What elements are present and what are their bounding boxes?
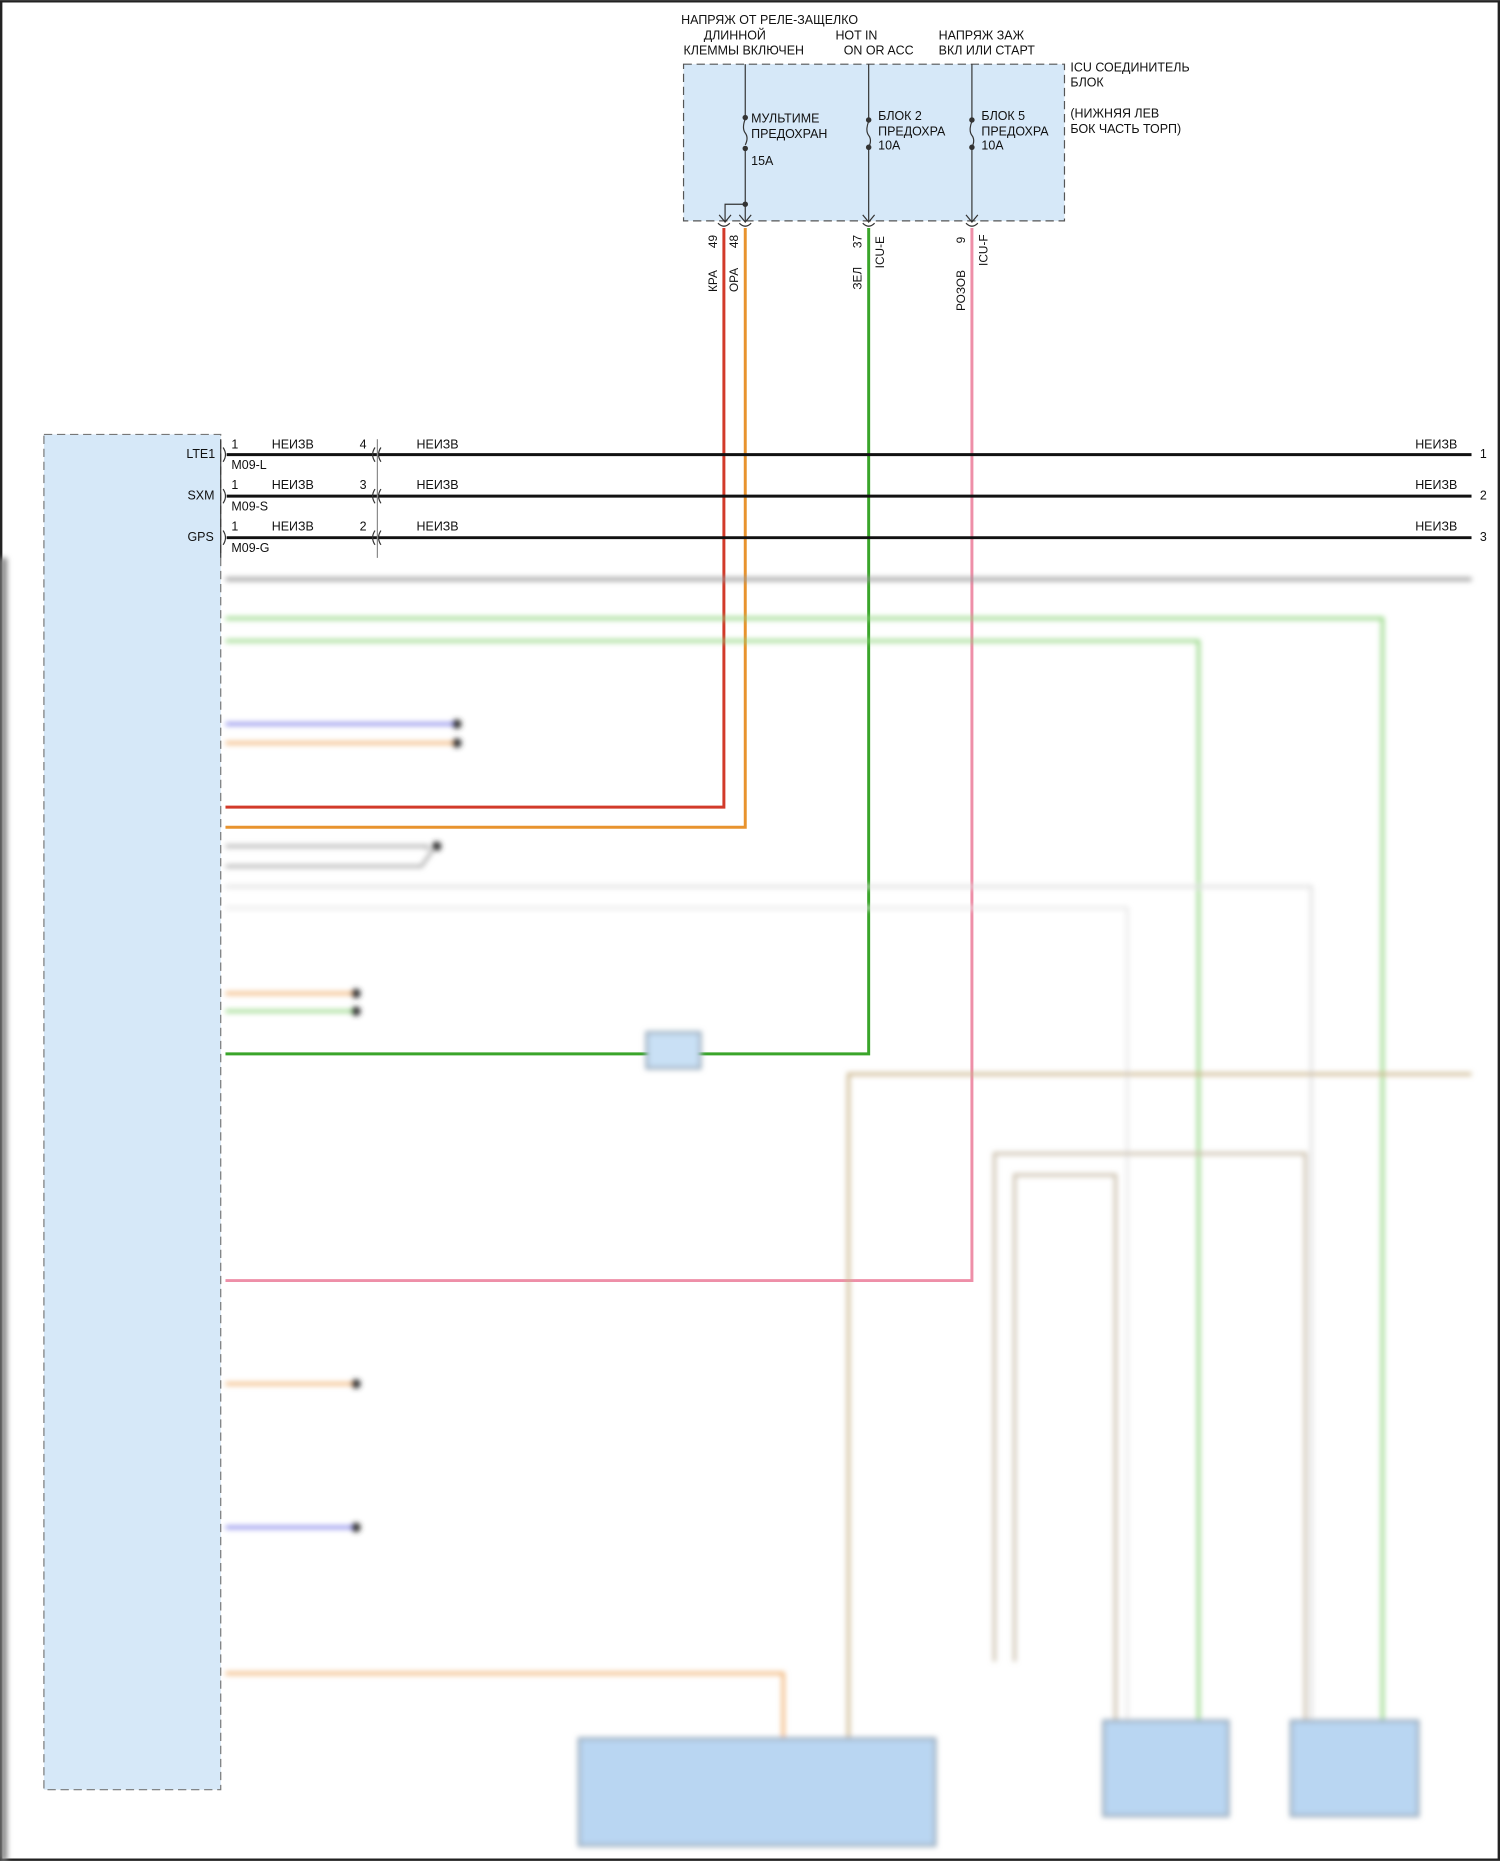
icu-title: ICU СОЕДИНИТЕЛЬ xyxy=(1070,60,1189,74)
wire-color: КРА xyxy=(706,270,720,292)
fuse-label: ПРЕДОХРА xyxy=(878,124,946,138)
pin-number: 3 xyxy=(360,478,367,492)
pin-number: 1 xyxy=(231,438,238,452)
connector-id: ICU-E xyxy=(873,236,887,268)
connector-id: M09-G xyxy=(231,541,269,555)
supply-label: КЛЕММЫ ВКЛЮЧЕН xyxy=(684,44,804,58)
pin-number: 2 xyxy=(360,520,367,534)
supply-label: НАПРЯЖ ОТ РЕЛЕ-ЗАЩЕЛКО xyxy=(681,13,858,27)
fuse-label: БЛОК 2 xyxy=(878,109,922,123)
wire-red xyxy=(225,227,726,809)
fuse-rating: 15A xyxy=(751,154,774,168)
wire-green xyxy=(225,227,871,1056)
wire-label: НЕИЗВ xyxy=(272,438,314,452)
connector-id: ICU-F xyxy=(976,234,990,266)
antenna-rows: LTE1 1 НЕИЗВ M09-L 4 НЕИЗВ НЕИЗВ 1 SXM 1… xyxy=(186,438,1487,558)
supply-wires xyxy=(225,222,979,1283)
pin-number: 1 xyxy=(231,478,238,492)
wire-label: НЕИЗВ xyxy=(1415,520,1457,534)
icu-title: БЛОК xyxy=(1070,76,1104,90)
wire-color: ОРА xyxy=(727,268,741,292)
multimedia-module xyxy=(43,433,222,1791)
fuse-rating: 10A xyxy=(878,139,901,153)
connector-id: M09-S xyxy=(231,499,268,513)
pin-number: 49 xyxy=(706,235,720,249)
pin-label: LTE1 xyxy=(186,447,215,461)
icu-location: (НИЖНЯЯ ЛЕВ xyxy=(1070,107,1159,121)
wire-color: ЗЕЛ xyxy=(851,267,865,290)
icu-connector-block: ICU СОЕДИНИТЕЛЬ БЛОК (НИЖНЯЯ ЛЕВ БОК ЧАС… xyxy=(682,60,1190,223)
wire-orange xyxy=(225,227,747,829)
wire-label: НЕИЗВ xyxy=(417,520,459,534)
fuse-label: БЛОК 5 xyxy=(981,109,1025,123)
supply-label: НАПРЯЖ ЗАЖ xyxy=(939,28,1025,42)
wire-label: НЕИЗВ xyxy=(1415,438,1457,452)
row-lte1: LTE1 1 НЕИЗВ M09-L 4 НЕИЗВ НЕИЗВ 1 xyxy=(186,438,1487,472)
wire-label: НЕИЗВ xyxy=(417,478,459,492)
fuse-rating: 10A xyxy=(981,139,1004,153)
supply-labels: НАПРЯЖ ОТ РЕЛЕ-ЗАЩЕЛКО ДЛИННОЙ КЛЕММЫ ВК… xyxy=(681,13,1035,58)
pin-label: GPS xyxy=(187,530,213,544)
fuse-label: ПРЕДОХРАН xyxy=(751,127,827,141)
pin-number: 1 xyxy=(1480,447,1487,461)
connector-id: M09-L xyxy=(231,458,266,472)
pin-number: 3 xyxy=(1480,530,1487,544)
pin-number: 37 xyxy=(851,235,865,248)
supply-label: ON OR ACC xyxy=(844,44,914,58)
wire-pink xyxy=(225,227,974,1283)
wire-label: НЕИЗВ xyxy=(272,478,314,492)
wire-label: НЕИЗВ xyxy=(1415,478,1457,492)
pin-number: 4 xyxy=(360,438,367,452)
icu-location: БОК ЧАСТЬ ТОРП) xyxy=(1070,122,1181,136)
pin-number: 48 xyxy=(727,235,741,249)
row-sxm: SXM 1 НЕИЗВ M09-S 3 НЕИЗВ НЕИЗВ 2 xyxy=(187,478,1486,513)
pin-number: 1 xyxy=(231,520,238,534)
blurred-lower-section xyxy=(0,557,1472,1861)
fuse-label: ПРЕДОХРА xyxy=(981,124,1049,138)
wire-label: НЕИЗВ xyxy=(417,438,459,452)
wire-label: НЕИЗВ xyxy=(272,520,314,534)
wire-color: РОЗОВ xyxy=(954,270,968,311)
supply-label: ВКЛ ИЛИ СТАРТ xyxy=(939,44,1036,58)
pin-number: 2 xyxy=(1480,489,1487,503)
supply-label: ДЛИННОЙ xyxy=(704,27,766,42)
pin-label: SXM xyxy=(187,489,214,503)
supply-label: HOT IN xyxy=(835,28,877,42)
pin-number: 9 xyxy=(954,236,968,243)
wire-labels: 49 КРА 48 ОРА 37 ЗЕЛ ICU-E 9 РОЗОВ ICU-F xyxy=(706,234,991,311)
fuse-label: МУЛЬТИМЕ xyxy=(751,111,819,125)
row-gps: GPS 1 НЕИЗВ M09-G 2 НЕИЗВ НЕИЗВ 3 xyxy=(187,520,1486,555)
